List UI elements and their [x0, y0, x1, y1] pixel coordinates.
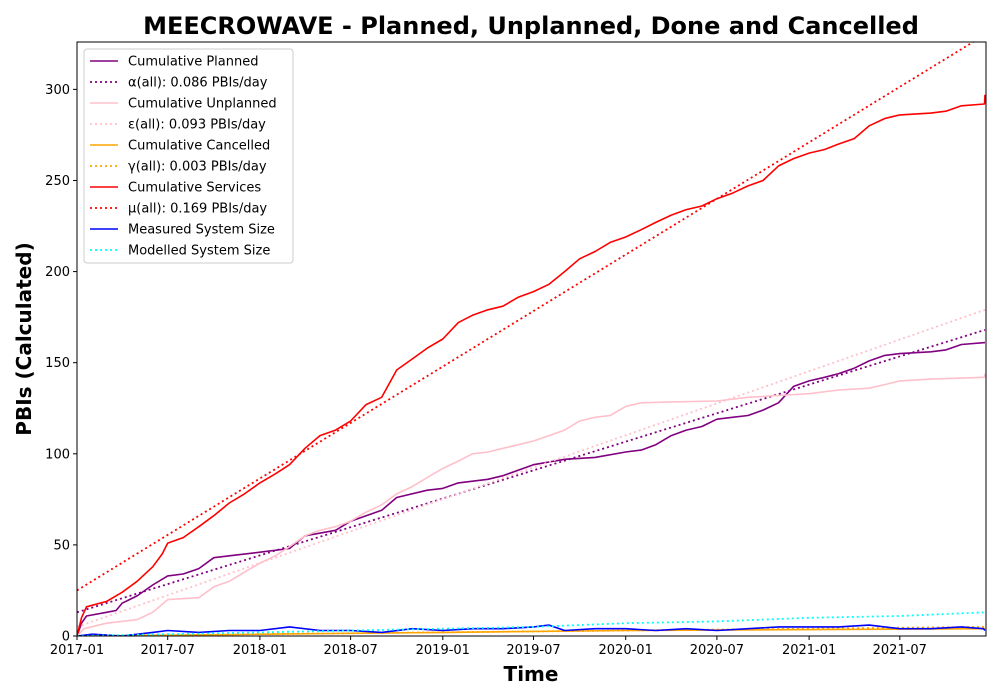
x-tick-label: 2020-01: [599, 643, 653, 658]
legend-label: Cumulative Planned: [128, 55, 258, 70]
legend-label: μ(all): 0.169 PBIs/day: [128, 202, 267, 217]
y-tick-label: 200: [45, 265, 70, 280]
chart-title: MEECROWAVE - Planned, Unplanned, Done an…: [143, 12, 919, 40]
x-axis: 2017-01 2017-07 2018-01 2018-07 2019-01 2019-…: [50, 636, 927, 658]
series-line-cumulative-unplanned: [77, 373, 986, 636]
plot-area: [76, 41, 987, 637]
x-tick-label: 2020-07: [690, 643, 744, 658]
series-line-cumulative-services: [77, 94, 986, 636]
y-axis: 0 50 100 150 200 250 300: [45, 83, 77, 645]
legend-label: Cumulative Unplanned: [128, 97, 277, 112]
y-tick-label: 50: [53, 538, 70, 553]
legend-label: Measured System Size: [128, 223, 275, 238]
series-line-all-0-003-pbis-day: [77, 626, 986, 636]
x-tick-label: 2019-01: [416, 643, 470, 658]
x-tick-label: 2018-07: [323, 643, 377, 658]
y-tick-label: 0: [62, 630, 70, 645]
series-line-measured-system-size: [77, 624, 986, 636]
x-tick-label: 2017-07: [141, 643, 195, 658]
legend-label: γ(all): 0.003 PBIs/day: [128, 160, 267, 175]
y-tick-label: 300: [45, 83, 70, 98]
legend-frame: [83, 48, 294, 264]
legend-label: Cumulative Services: [128, 181, 261, 196]
y-tick-label: 100: [45, 447, 70, 462]
legend-label: α(all): 0.086 PBIs/day: [128, 76, 268, 91]
series-line-all-0-093-pbis-day: [77, 308, 986, 628]
legend: Cumulative Planned α(all): 0.086 PBIs/day…: [83, 48, 294, 264]
x-tick-label: 2021-07: [873, 643, 927, 658]
series-layer: [77, 42, 986, 636]
x-tick-label: 2017-01: [50, 643, 104, 658]
x-tick-label: 2021-01: [782, 643, 836, 658]
legend-label: Modelled System Size: [128, 244, 270, 259]
x-tick-label: 2018-01: [233, 643, 287, 658]
plot-frame: [76, 41, 987, 637]
y-tick-label: 250: [45, 174, 70, 189]
x-tick-label: 2019-07: [506, 643, 560, 658]
legend-label: ε(all): 0.093 PBIs/day: [128, 118, 266, 133]
x-axis-title: Time: [504, 662, 559, 686]
series-line-all-0-086-pbis-day: [77, 329, 986, 614]
legend-label: Cumulative Cancelled: [128, 139, 270, 154]
y-axis-title: PBIs (Calculated): [12, 242, 36, 435]
y-tick-label: 150: [45, 356, 70, 371]
series-line-cumulative-planned: [77, 341, 986, 636]
